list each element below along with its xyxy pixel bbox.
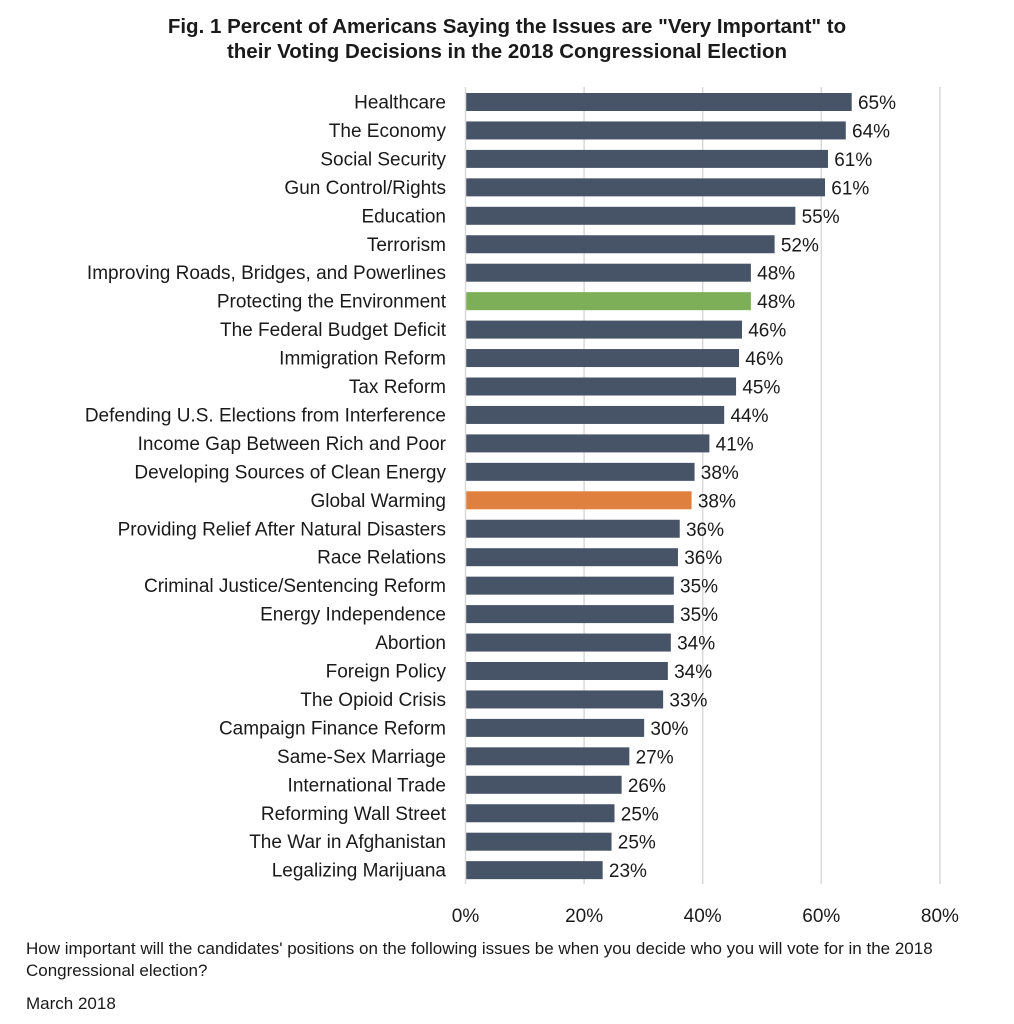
data-label: 35% bbox=[680, 605, 718, 626]
bar bbox=[466, 832, 612, 851]
data-label: 34% bbox=[674, 662, 712, 683]
bar bbox=[466, 405, 725, 424]
data-label: 41% bbox=[716, 434, 754, 455]
x-tick-label: 80% bbox=[921, 906, 959, 927]
category-label: Income Gap Between Rich and Poor bbox=[138, 434, 447, 455]
x-tick-label: 0% bbox=[452, 906, 480, 927]
data-label: 34% bbox=[677, 634, 715, 655]
data-label: 52% bbox=[781, 235, 819, 256]
category-label: Gun Control/Rights bbox=[284, 178, 446, 199]
bar bbox=[466, 149, 828, 168]
bar bbox=[466, 377, 737, 396]
category-label: Energy Independence bbox=[260, 605, 446, 626]
data-label: 33% bbox=[669, 690, 707, 711]
chart-title: Fig. 1 Percent of Americans Saying the I… bbox=[0, 14, 1014, 64]
data-label: 46% bbox=[745, 349, 783, 370]
category-label: Campaign Finance Reform bbox=[219, 718, 446, 739]
data-label: 36% bbox=[686, 520, 724, 541]
data-label: 48% bbox=[757, 264, 795, 285]
bar bbox=[466, 320, 742, 339]
data-label: 36% bbox=[684, 548, 722, 569]
bar bbox=[466, 349, 740, 368]
bar bbox=[466, 121, 846, 140]
bar bbox=[466, 718, 645, 737]
data-label: 45% bbox=[742, 378, 780, 399]
category-label: Tax Reform bbox=[349, 377, 446, 398]
data-label: 23% bbox=[609, 861, 647, 882]
data-label: 65% bbox=[858, 93, 896, 114]
bar bbox=[466, 775, 622, 794]
bar bbox=[466, 576, 674, 595]
category-label: Immigration Reform bbox=[279, 349, 446, 370]
bar bbox=[466, 491, 692, 510]
bar bbox=[466, 519, 680, 538]
bar bbox=[466, 178, 826, 197]
category-label: Defending U.S. Elections from Interferen… bbox=[85, 405, 446, 426]
bar bbox=[466, 804, 615, 823]
category-label: Foreign Policy bbox=[326, 662, 447, 683]
data-label: 48% bbox=[757, 292, 795, 313]
category-label: Reforming Wall Street bbox=[261, 804, 447, 825]
bar bbox=[466, 662, 668, 680]
category-label: Providing Relief After Natural Disasters bbox=[118, 519, 446, 540]
survey-question: How important will the candidates' posit… bbox=[26, 939, 933, 980]
x-tick-label: 20% bbox=[565, 906, 603, 927]
category-label: Protecting the Environment bbox=[217, 292, 447, 313]
category-label: Global Warming bbox=[310, 491, 446, 512]
bar bbox=[466, 633, 671, 652]
category-label: Race Relations bbox=[317, 548, 446, 569]
bar bbox=[466, 548, 678, 567]
category-label: Terrorism bbox=[367, 235, 446, 256]
data-label: 61% bbox=[834, 150, 872, 171]
category-label: Legalizing Marijuana bbox=[272, 861, 447, 882]
data-label: 64% bbox=[852, 121, 890, 142]
category-label: The Economy bbox=[329, 121, 447, 142]
category-label: The War in Afghanistan bbox=[249, 832, 446, 853]
bar bbox=[466, 605, 674, 624]
x-tick-label: 40% bbox=[684, 906, 722, 927]
data-label: 55% bbox=[802, 207, 840, 228]
category-label: Abortion bbox=[375, 633, 446, 654]
bar bbox=[466, 690, 664, 709]
data-label: 25% bbox=[618, 833, 656, 854]
chart-title-line-2: their Voting Decisions in the 2018 Congr… bbox=[226, 40, 788, 63]
bar bbox=[466, 93, 852, 111]
x-tick-label: 60% bbox=[802, 906, 840, 927]
bar bbox=[466, 206, 796, 225]
category-label: International Trade bbox=[288, 775, 446, 796]
data-label: 44% bbox=[730, 406, 768, 427]
data-label: 26% bbox=[628, 776, 666, 797]
category-label: Same-Sex Marriage bbox=[277, 747, 446, 768]
bar bbox=[466, 462, 695, 481]
category-label: Developing Sources of Clean Energy bbox=[134, 462, 446, 483]
category-label: Education bbox=[361, 206, 446, 227]
bar bbox=[466, 263, 751, 282]
bar bbox=[466, 861, 603, 880]
category-label: Social Security bbox=[320, 149, 446, 170]
survey-date: March 2018 bbox=[26, 994, 116, 1013]
data-label: 27% bbox=[636, 747, 674, 768]
bar bbox=[466, 747, 630, 766]
bar bbox=[466, 235, 775, 254]
data-label: 30% bbox=[650, 719, 688, 740]
category-label: Improving Roads, Bridges, and Powerlines bbox=[87, 263, 446, 284]
data-label: 61% bbox=[831, 178, 869, 199]
data-label: 46% bbox=[748, 321, 786, 342]
category-label: The Federal Budget Deficit bbox=[220, 320, 447, 341]
data-label: 35% bbox=[680, 577, 718, 598]
data-label: 25% bbox=[621, 804, 659, 825]
data-label: 38% bbox=[698, 491, 736, 512]
bar-chart: 0% 20% 40% 60% 80% Healthcare 65% The Economy 64… bbox=[85, 87, 959, 927]
bar bbox=[466, 434, 710, 453]
category-label: The Opioid Crisis bbox=[300, 690, 446, 711]
data-label: 38% bbox=[701, 463, 739, 484]
bar bbox=[466, 292, 751, 311]
category-label: Criminal Justice/Sentencing Reform bbox=[144, 576, 446, 597]
category-label: Healthcare bbox=[354, 93, 446, 114]
chart-title-line-1: Fig. 1 Percent of Americans Saying the I… bbox=[167, 15, 847, 38]
